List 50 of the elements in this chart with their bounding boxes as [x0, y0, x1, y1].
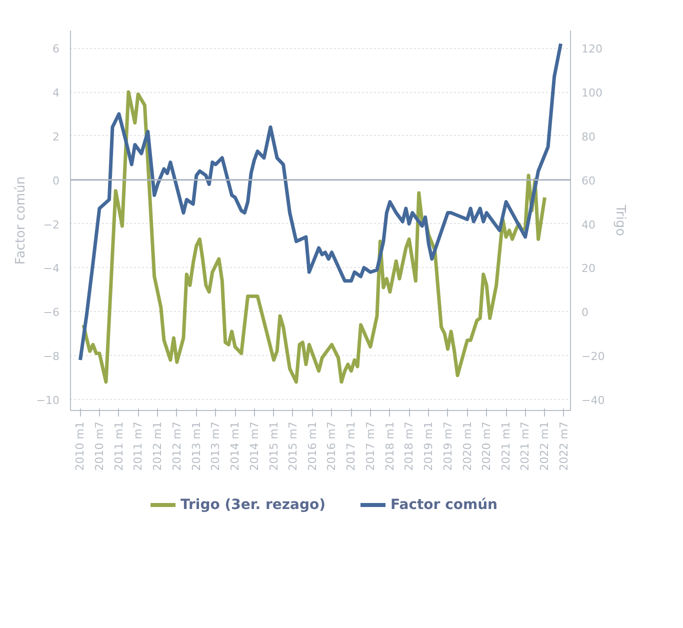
x-tick-label: 2015 m1 — [267, 421, 280, 471]
line-series — [82, 90, 546, 384]
x-tick-label: 2016 m7 — [325, 421, 338, 471]
x-tick-label: 2020 m7 — [480, 421, 494, 471]
x-tick-label: 2010 m7 — [92, 421, 106, 471]
x-tick-label: 2018 m1 — [383, 421, 396, 471]
legend-label: Factor común — [390, 497, 498, 513]
x-tick-label: 2022 m1 — [538, 421, 552, 471]
x-tick-label: 2014 m1 — [228, 421, 242, 471]
y2-tick-label: 0 — [582, 306, 588, 320]
x-tick-label: 2011 m7 — [132, 421, 145, 471]
x-tick-label: 2011 m1 — [112, 421, 126, 471]
x-tick-label: 2016 m1 — [306, 421, 319, 471]
x-tick-label: 2022 m7 — [557, 421, 570, 471]
x-tick-label: 2020 m1 — [460, 421, 474, 471]
y-tick-label: −8 — [43, 350, 60, 364]
x-tick-label: 2017 m1 — [344, 421, 358, 471]
x-tick-label: 2019 m7 — [441, 421, 454, 471]
x-tick-label: 2021 m1 — [500, 421, 513, 471]
y-tick-label: 0 — [52, 174, 60, 188]
y2-tick-label: 80 — [582, 130, 596, 144]
x-tick-label: 2013 m1 — [190, 421, 203, 471]
y2-tick-label: 60 — [582, 174, 596, 188]
y-tick-label: 4 — [52, 86, 60, 100]
y2-tick-label: −20 — [582, 350, 605, 364]
legend-label: Trigo (3er. rezago) — [180, 497, 326, 513]
x-tick-label: 2021 m7 — [518, 421, 532, 471]
y-tick-label: −10 — [36, 394, 60, 408]
x-tick-label: 2015 m7 — [286, 421, 300, 471]
y-tick-label: 2 — [52, 130, 60, 144]
y-tick-label: −6 — [43, 306, 60, 320]
y2-axis-title: Trigo — [612, 204, 628, 236]
y2-tick-label: 20 — [582, 262, 596, 276]
line-series — [78, 42, 562, 362]
x-tick-label: 2017 m7 — [364, 421, 377, 471]
x-tick-label: 2012 m1 — [151, 421, 164, 471]
x-tick-label: 2013 m7 — [209, 421, 222, 471]
x-tick-label: 2014 m7 — [248, 421, 261, 471]
y2-tick-label: 100 — [582, 86, 602, 100]
y2-tick-label: 120 — [582, 42, 602, 56]
x-tick-label: 2018 m7 — [402, 421, 416, 471]
y-tick-label: −2 — [43, 218, 60, 232]
y-axis-title: Factor común — [13, 176, 28, 265]
x-tick-label: 2010 m1 — [74, 421, 87, 471]
x-tick-label: 2019 m1 — [422, 421, 436, 471]
y-tick-label: −4 — [43, 262, 60, 276]
x-tick-label: 2012 m7 — [170, 421, 184, 471]
y2-tick-label: 40 — [582, 218, 596, 232]
y-tick-label: 6 — [52, 42, 60, 56]
y2-tick-label: −40 — [582, 394, 605, 408]
